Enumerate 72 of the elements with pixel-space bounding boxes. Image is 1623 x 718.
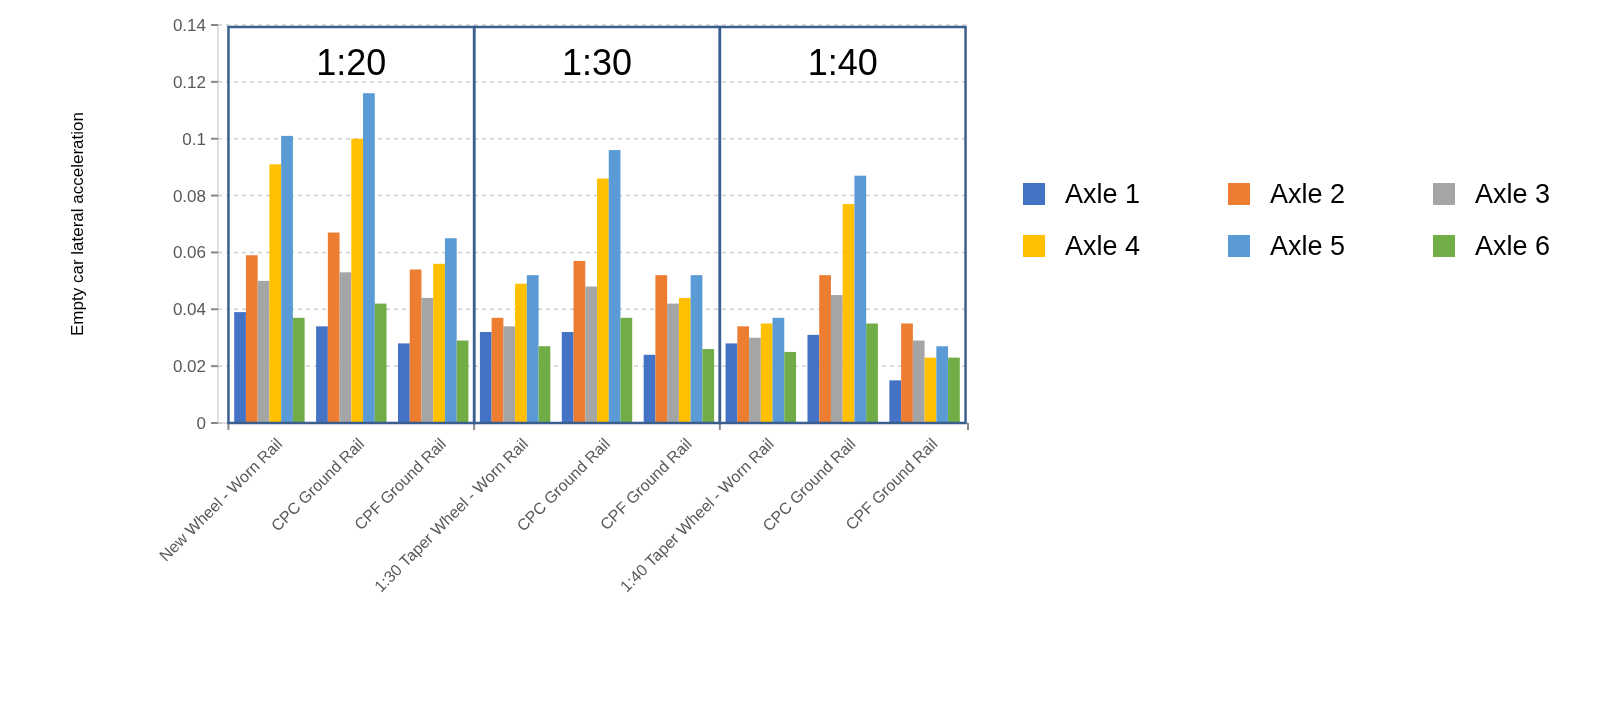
y-tick-label: 0.1: [182, 129, 206, 149]
bar: [281, 135, 293, 423]
bar: [491, 317, 504, 423]
bar: [363, 93, 375, 423]
bar: [234, 312, 246, 423]
bar: [456, 340, 469, 423]
bar: [538, 346, 551, 423]
bar: [948, 357, 960, 423]
bar: [585, 286, 597, 423]
bar: [678, 297, 691, 423]
y-tick-label: 0.12: [172, 72, 206, 92]
bar: [772, 317, 785, 423]
y-tick-label: 0.06: [172, 243, 206, 263]
bar: [515, 283, 527, 423]
annotation: 1:20: [316, 42, 387, 83]
legend-label: Axle 5: [1270, 231, 1346, 262]
bar: [901, 323, 913, 423]
bar: [643, 354, 656, 423]
y-tick-label: 0.04: [172, 300, 206, 320]
bar: [327, 232, 340, 423]
bar: [561, 332, 574, 423]
bar: [830, 295, 843, 423]
bar: [351, 138, 364, 423]
bar: [737, 326, 750, 423]
legend-label: Axle 3: [1475, 179, 1551, 210]
bar: [936, 346, 949, 423]
bar: [269, 164, 282, 423]
bar: [924, 357, 937, 423]
bar: [912, 340, 925, 423]
bar: [409, 269, 422, 423]
annotation: 1:40: [807, 42, 878, 83]
legend-label: Axle 6: [1475, 231, 1551, 262]
bar: [503, 326, 516, 423]
bar: [292, 317, 305, 423]
legend-label: Axle 4: [1065, 231, 1141, 262]
bar: [526, 275, 539, 423]
bar: [608, 150, 621, 423]
y-tick-label: 0: [196, 413, 206, 433]
annotation: 1:30: [561, 42, 633, 83]
bar: [842, 204, 855, 423]
bar: [702, 349, 715, 423]
bar: [245, 255, 258, 423]
bar: [597, 178, 609, 423]
bar: [374, 303, 387, 423]
bar: [444, 238, 457, 423]
bar: [620, 317, 633, 423]
bar: [784, 351, 797, 423]
bar: [866, 323, 878, 423]
bar: [667, 303, 679, 423]
bar: [397, 343, 410, 423]
y-axis-title: Empty car lateral acceleration: [68, 112, 87, 336]
bar: [316, 326, 328, 423]
bar: [819, 275, 831, 423]
bar: [760, 323, 773, 423]
bar: [479, 332, 492, 423]
bar: [339, 272, 352, 423]
bar: [421, 297, 434, 423]
legend-label: Axle 2: [1270, 179, 1346, 210]
bar: [655, 275, 668, 423]
y-tick-label: 0.14: [172, 15, 206, 35]
bar: [889, 380, 902, 423]
bar: [749, 337, 761, 423]
bar: [725, 343, 738, 423]
legend-label: Axle 1: [1065, 179, 1141, 210]
bar: [690, 275, 703, 423]
y-tick-label: 0.08: [172, 186, 206, 206]
bar: [807, 334, 820, 423]
bar: [573, 260, 586, 423]
bar: [433, 263, 445, 423]
bar: [257, 280, 270, 423]
bar: [854, 175, 867, 423]
y-tick-label: 0.02: [172, 357, 206, 377]
